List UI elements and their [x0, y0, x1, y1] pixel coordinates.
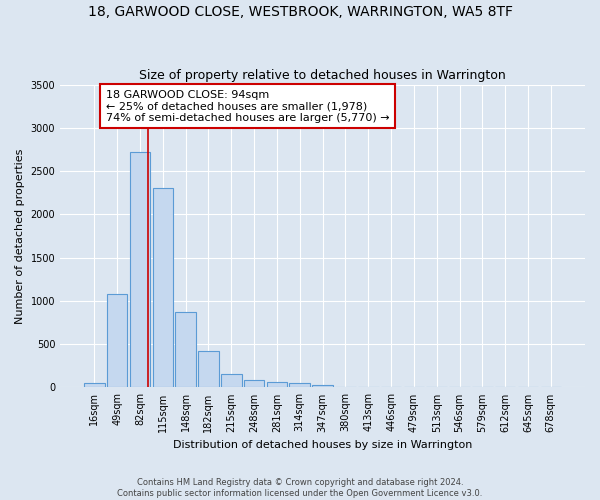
Bar — [175, 312, 196, 388]
Text: 18 GARWOOD CLOSE: 94sqm
← 25% of detached houses are smaller (1,978)
74% of semi: 18 GARWOOD CLOSE: 94sqm ← 25% of detache… — [106, 90, 389, 123]
Bar — [130, 152, 150, 388]
Text: 18, GARWOOD CLOSE, WESTBROOK, WARRINGTON, WA5 8TF: 18, GARWOOD CLOSE, WESTBROOK, WARRINGTON… — [88, 5, 512, 19]
Text: Contains HM Land Registry data © Crown copyright and database right 2024.
Contai: Contains HM Land Registry data © Crown c… — [118, 478, 482, 498]
Y-axis label: Number of detached properties: Number of detached properties — [15, 148, 25, 324]
X-axis label: Distribution of detached houses by size in Warrington: Distribution of detached houses by size … — [173, 440, 472, 450]
Bar — [221, 374, 242, 388]
Title: Size of property relative to detached houses in Warrington: Size of property relative to detached ho… — [139, 69, 506, 82]
Bar — [289, 383, 310, 388]
Bar — [152, 188, 173, 388]
Bar — [266, 382, 287, 388]
Bar — [107, 294, 127, 388]
Bar — [313, 385, 333, 388]
Bar — [84, 383, 104, 388]
Bar — [244, 380, 265, 388]
Bar — [198, 351, 219, 388]
